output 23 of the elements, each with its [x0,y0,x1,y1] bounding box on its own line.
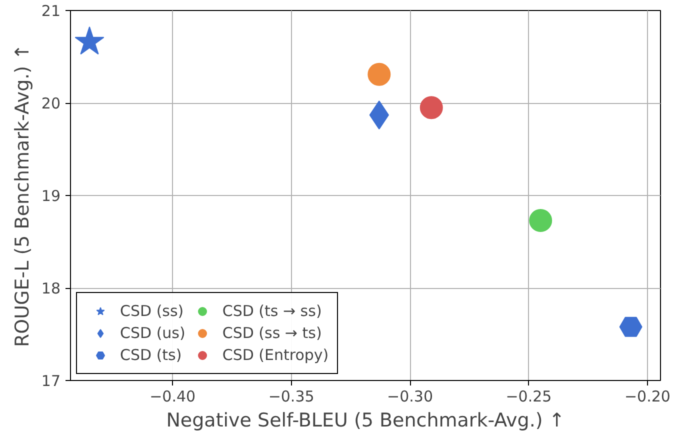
point [74,26,104,55]
point [420,96,443,120]
y-axis-title: ROUGE-L (5 Benchmark-Avg.) ↑ [11,44,34,348]
y-tick-label: 20 [41,94,61,112]
legend-label: CSD (ss → ts) [222,324,322,342]
x-tick-label: −0.20 [624,388,670,406]
y-tick-label: 17 [41,372,61,390]
x-tick-label: −0.40 [150,388,196,406]
legend-label: CSD (ss) [120,302,184,320]
x-tick-label: −0.35 [268,388,314,406]
x-tick-label: −0.25 [506,388,552,406]
y-tick-label: 21 [41,2,61,20]
legend-label: CSD (ts → ss) [222,302,322,320]
y-tick-label: 19 [41,187,61,205]
point [619,316,642,337]
legend-label: CSD (us) [120,324,186,342]
y-tick-label: 18 [41,280,61,298]
legend-label: CSD (Entropy) [222,346,329,364]
x-axis-title: Negative Self-BLEU (5 Benchmark-Avg.) ↑ [166,410,565,432]
point [368,62,391,86]
point [529,208,552,232]
x-tick-label: −0.30 [387,388,433,406]
legend-label: CSD (ts) [120,346,182,364]
